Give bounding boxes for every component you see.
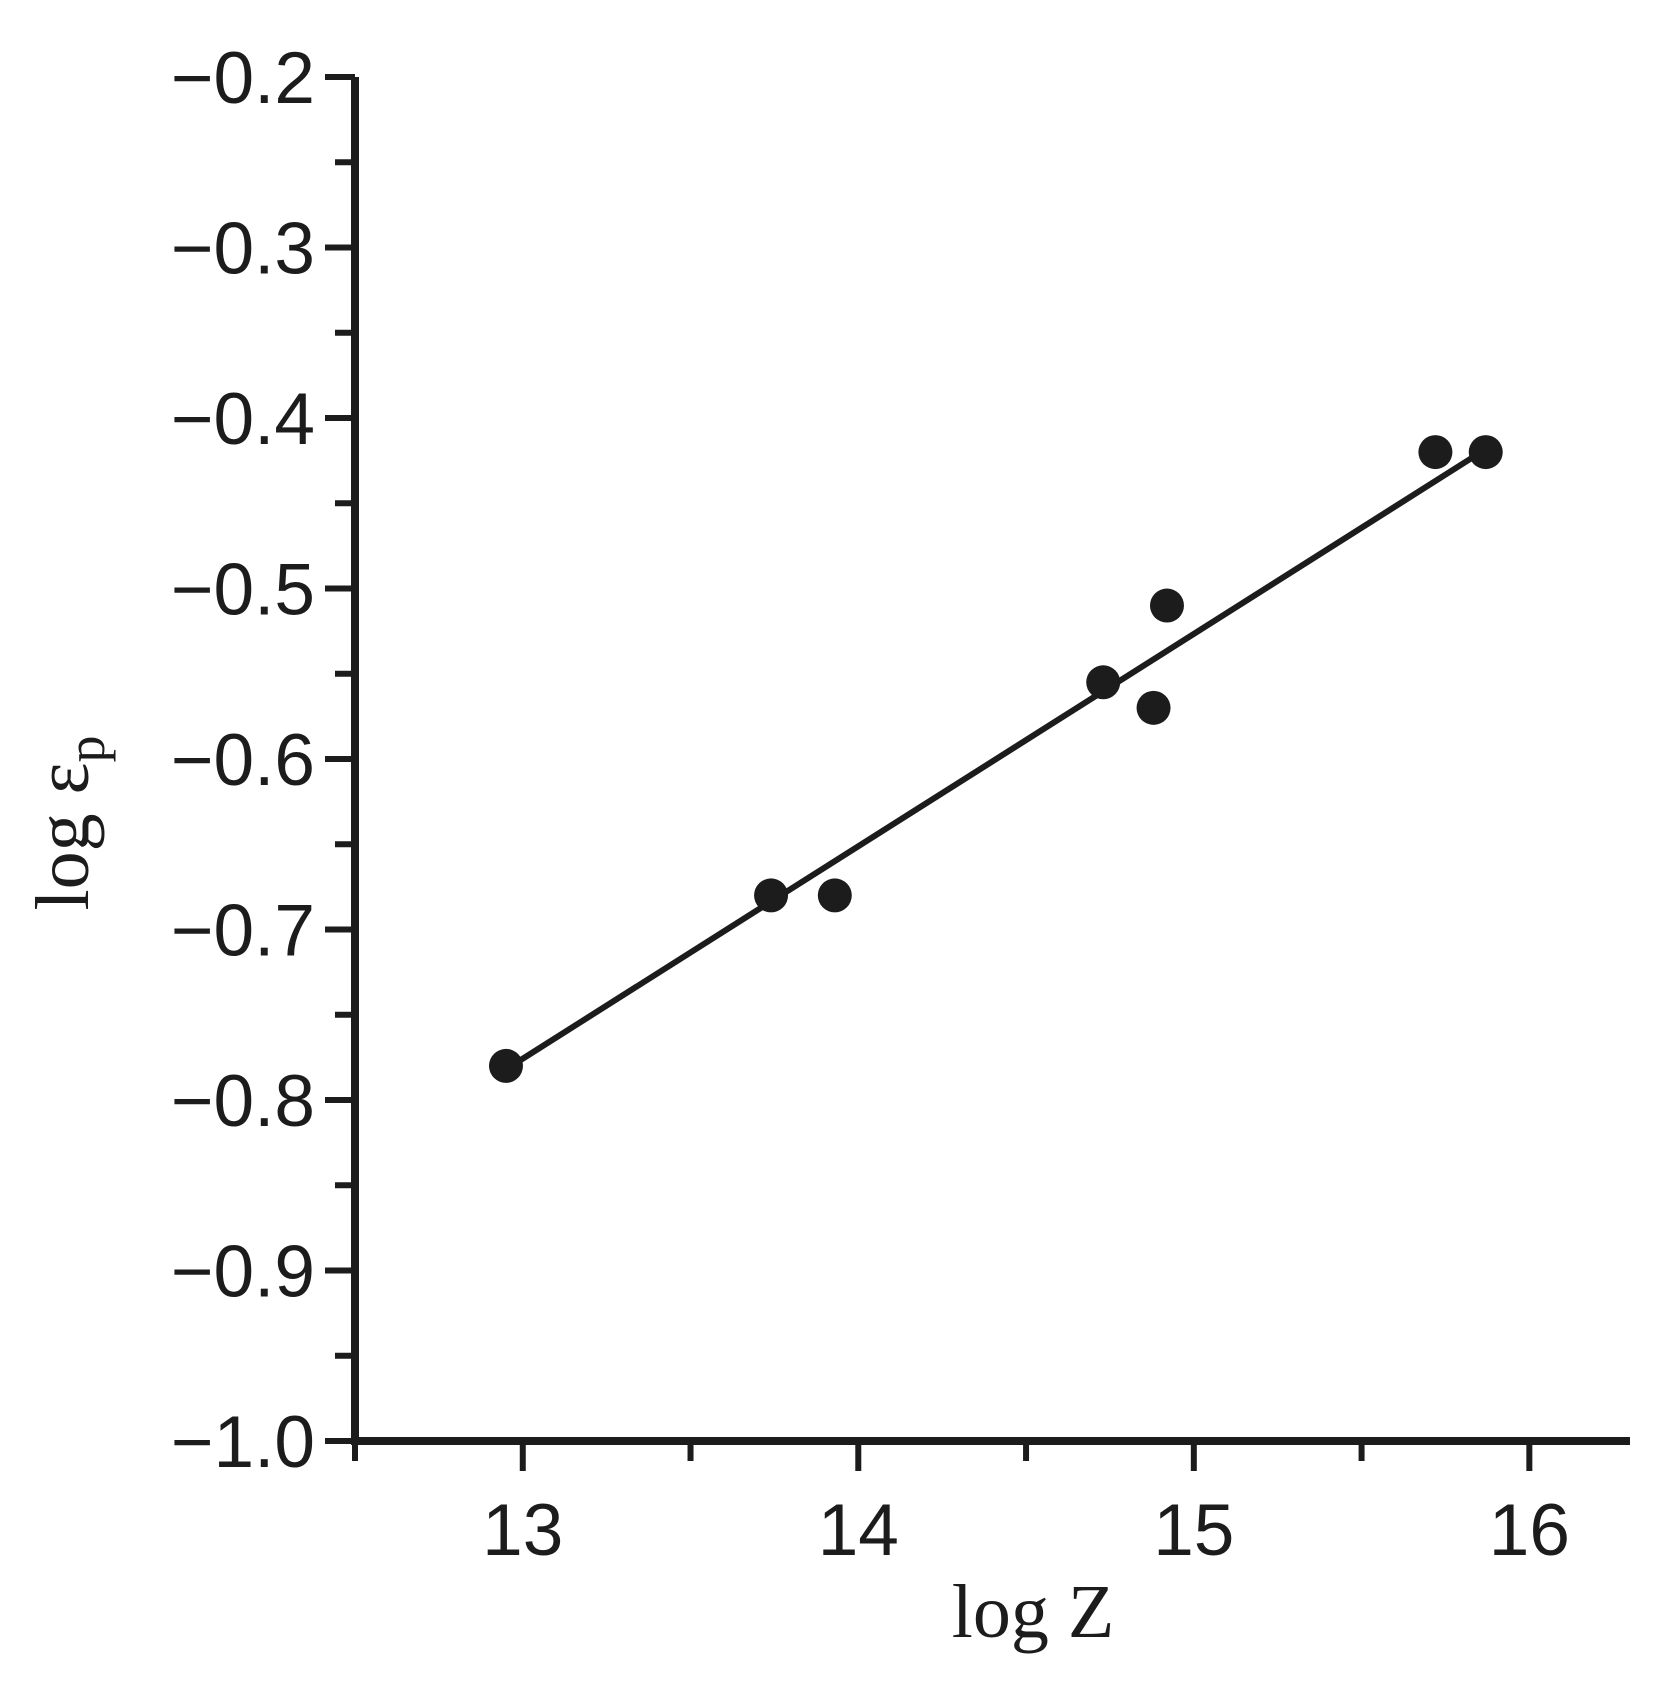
fit-line — [516, 452, 1479, 1064]
y-tick-label: −0.3 — [171, 209, 315, 290]
y-tick-label: −1.0 — [171, 1402, 315, 1483]
data-point — [1468, 435, 1503, 470]
data-point — [488, 1048, 523, 1083]
y-tick-label: −0.4 — [171, 379, 315, 460]
x-tick-label: 14 — [818, 1490, 899, 1571]
y-tick-label: −0.7 — [171, 891, 315, 972]
scatter-points — [488, 435, 1503, 1083]
data-point — [1149, 588, 1184, 623]
linear-fit-line — [516, 452, 1479, 1064]
y-axis-title-text: log ε — [21, 762, 105, 910]
y-axis-ticks — [325, 74, 355, 1444]
y-axis-title: log εp — [21, 735, 116, 910]
y-axis-title-subscript: p — [56, 735, 116, 762]
x-axis-tick-labels: 13 14 15 16 — [482, 1490, 1570, 1571]
x-tick-label: 13 — [482, 1490, 563, 1571]
y-axis-tick-labels: −0.2 −0.3 −0.4 −0.5 −0.6 −0.7 −0.8 −0.9 −1.0 — [171, 38, 315, 1483]
x-tick-label: 16 — [1489, 1490, 1570, 1571]
data-point — [817, 878, 852, 913]
x-axis-title: log Z — [952, 1570, 1115, 1654]
data-point — [1086, 665, 1121, 700]
x-axis-ticks — [352, 1441, 1533, 1471]
data-point — [1418, 435, 1453, 470]
y-tick-label: −0.9 — [171, 1232, 315, 1313]
x-axis-title-text: log Z — [952, 1570, 1115, 1654]
y-tick-label: −0.8 — [171, 1061, 315, 1142]
data-point — [1136, 690, 1171, 725]
y-tick-label: −0.5 — [171, 550, 315, 631]
x-tick-label: 15 — [1153, 1490, 1234, 1571]
data-point — [754, 878, 789, 913]
y-tick-label: −0.2 — [171, 38, 315, 119]
y-tick-label: −0.6 — [171, 720, 315, 801]
